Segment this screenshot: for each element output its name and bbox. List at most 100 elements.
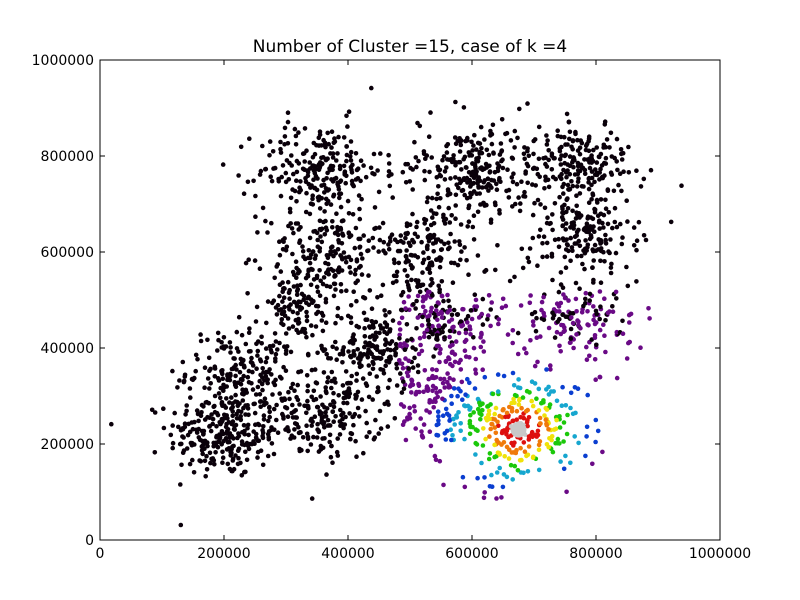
scatter-point [555,133,561,139]
scatter-point [246,432,251,438]
scatter-point [448,231,453,237]
scatter-point [558,162,564,167]
scatter-point [336,134,341,140]
scatter-point [552,237,558,243]
scatter-point [556,289,562,295]
scatter-point [518,445,523,451]
scatter-point [457,239,462,244]
scatter-point [430,241,436,246]
scatter-point [543,155,548,160]
scatter-point [422,368,428,373]
scatter-point [509,175,515,180]
scatter-point [446,205,452,211]
scatter-point [597,170,602,175]
scatter-point [398,371,403,376]
scatter-point [574,332,579,337]
scatter-point [572,434,577,439]
scatter-point [300,435,306,440]
scatter-point [508,462,514,468]
scatter-point [364,317,370,323]
scatter-point [109,421,114,427]
scatter-point [321,137,326,143]
scatter-point [575,318,580,323]
scatter-point [499,495,504,500]
scatter-point [598,304,603,310]
scatter-point [546,444,551,450]
scatter-point [253,214,258,219]
scatter-point [304,309,309,315]
scatter-point [624,356,630,361]
scatter-point [505,414,511,420]
scatter-point [247,326,252,331]
scatter-point [229,366,235,372]
scatter-point [612,219,618,225]
scatter-point [590,216,596,222]
scatter-point [484,418,490,423]
scatter-point [515,351,521,357]
scatter-point [550,212,555,217]
scatter-point [500,484,506,490]
scatter-point [353,267,358,273]
scatter-point [567,171,573,177]
scatter-point [283,170,289,176]
scatter-point [208,366,213,372]
scatter-point [541,317,547,323]
scatter-point [413,426,419,431]
scatter-point [315,237,321,243]
scatter-point [407,179,413,184]
scatter-point [200,451,205,457]
scatter-point [601,145,606,150]
scatter-point [458,367,464,372]
scatter-point [527,246,533,251]
scatter-point [546,148,551,153]
scatter-point [560,312,565,318]
scatter-point [442,241,447,247]
scatter-point [320,155,326,160]
scatter-point [353,177,359,182]
scatter-point [524,420,530,425]
scatter-point [458,222,464,227]
scatter-point [341,400,346,406]
scatter-point [460,397,465,403]
scatter-point [407,287,412,293]
scatter-point [177,378,182,383]
scatter-point [329,385,334,391]
scatter-point [568,405,573,411]
scatter-point [434,422,440,428]
scatter-point [549,389,554,394]
scatter-point [534,315,539,321]
scatter-point [281,364,286,370]
scatter-point [291,409,297,414]
scatter-point [215,444,221,450]
scatter-point [280,299,285,304]
scatter-point [276,179,282,184]
scatter-point [330,460,335,466]
scatter-point [538,227,543,233]
scatter-point [253,193,258,199]
y-tick-label: 0 [85,533,94,549]
scatter-point [489,185,494,190]
scatter-point [355,389,361,395]
scatter-point [478,417,483,422]
scatter-point [296,267,301,273]
scatter-point [356,193,362,198]
scatter-point [561,292,566,297]
scatter-point [389,339,395,344]
scatter-point [324,228,330,233]
scatter-point [468,308,474,313]
scatter-point [448,427,454,433]
scatter-point [545,138,550,143]
scatter-point [595,213,601,218]
scatter-point [529,429,535,435]
scatter-point [510,340,515,346]
scatter-point [510,328,516,333]
scatter-point [465,376,470,382]
scatter-point [348,233,354,238]
scatter-point [439,293,445,299]
scatter-point [413,306,418,311]
scatter-point [183,412,188,417]
scatter-point [400,169,406,175]
scatter-point [506,187,512,193]
scatter-point [590,265,595,271]
scatter-point [435,191,440,197]
